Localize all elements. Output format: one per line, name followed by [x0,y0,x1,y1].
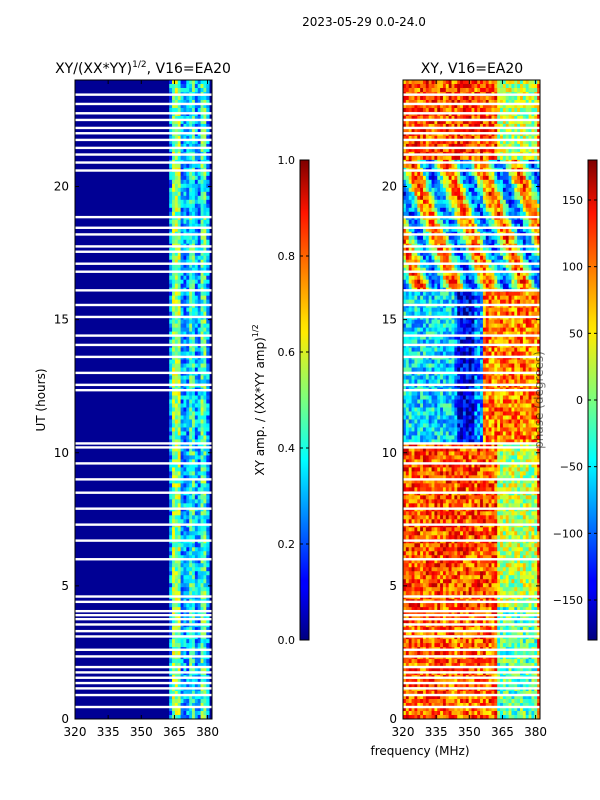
colorbar-tick-label: 1.0 [278,154,296,167]
phase-plot-frame [402,79,541,720]
y-tick-label: 20 [382,180,397,194]
amplitude-title: XY/(XX*YY)1/2, V16=EA20 [55,60,231,77]
phase-colorbar: −150 −100 −50 0 50 100 150 phase (degrees) [532,159,598,641]
colorbar-tick-label: −100 [553,527,583,540]
colorbar-tick-label: −150 [553,594,583,607]
amplitude-colorbar-label: XY amp. / (XX*YY amp)1/2 [251,324,267,475]
x-tick-label: 365 [163,725,186,739]
amplitude-colorbar-ticks: 0.0 0.2 0.4 0.6 0.8 1.0 [278,154,309,647]
phase-panel: XY, V16=EA20 320 335 350 365 380 0 5 10 15 20 fr… [370,61,547,758]
amplitude-x-axis: 320 335 350 365 380 [64,80,219,739]
x-tick-label: 350 [130,725,153,739]
amplitude-colorbar: 0.0 0.2 0.4 0.6 0.8 1.0 XY amp. / (XX*YY amp)… [251,154,310,647]
phase-x-axis: 320 335 350 365 380 [392,80,547,739]
x-tick-label: 365 [491,725,514,739]
x-tick-label: 380 [196,725,219,739]
amplitude-panel: XY/(XX*YY)1/2, V16=EA20 320 335 350 365 380 … [34,60,231,739]
colorbar-tick-label: 0.8 [278,250,296,263]
colorbar-tick-label: 0 [576,394,583,407]
y-tick-label: 0 [61,712,69,726]
phase-y-axis: 0 5 10 15 20 [382,180,540,726]
phase-colorbar-ticks: −150 −100 −50 0 50 100 150 [553,194,597,607]
figure-suptitle: 2023-05-29 0.0-24.0 [302,15,426,29]
x-tick-label: 320 [64,725,87,739]
y-tick-label: 5 [61,579,69,593]
colorbar-tick-label: 0.0 [278,634,296,647]
amplitude-ylabel: UT (hours) [34,368,48,431]
x-tick-label: 335 [97,725,120,739]
y-tick-label: 15 [54,313,69,327]
phase-xlabel: frequency (MHz) [370,744,469,758]
amplitude-colorbar-gradient [299,159,310,641]
y-tick-label: 0 [389,712,397,726]
colorbar-tick-label: −50 [560,461,583,474]
colorbar-tick-label: 0.6 [278,346,296,359]
phase-heatmap [403,80,541,720]
amplitude-y-axis: 0 5 10 15 20 [54,180,212,726]
colorbar-tick-label: 150 [562,194,583,207]
amplitude-heatmap [75,80,212,720]
colorbar-tick-label: 0.2 [278,538,296,551]
x-tick-label: 320 [392,725,415,739]
colorbar-tick-label: 50 [569,327,583,340]
y-tick-label: 15 [382,313,397,327]
y-tick-label: 20 [54,180,69,194]
x-tick-label: 350 [458,725,481,739]
y-tick-label: 5 [389,579,397,593]
colorbar-tick-label: 0.4 [278,442,296,455]
y-tick-label: 10 [54,446,69,460]
amplitude-plot-frame [74,79,213,720]
y-tick-label: 10 [382,446,397,460]
colorbar-tick-label: 100 [562,261,583,274]
phase-colorbar-label: phase (degrees) [532,351,546,449]
x-tick-label: 380 [524,725,547,739]
x-tick-label: 335 [425,725,448,739]
phase-title: XY, V16=EA20 [421,61,523,77]
